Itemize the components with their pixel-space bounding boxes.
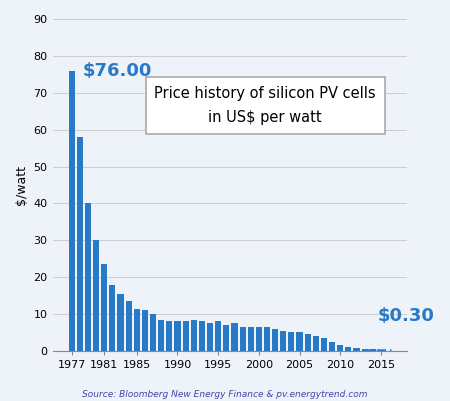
Bar [370, 349, 376, 351]
Bar [256, 327, 262, 351]
Bar [215, 322, 221, 351]
Bar [264, 327, 270, 351]
Bar [93, 240, 99, 351]
Bar [77, 137, 83, 351]
Y-axis label: $/watt: $/watt [15, 165, 28, 205]
Bar [117, 294, 124, 351]
Bar [362, 349, 368, 351]
Text: Source: Bloomberg New Energy Finance & pv.energytrend.com: Source: Bloomberg New Energy Finance & p… [82, 390, 368, 399]
Bar [248, 327, 254, 351]
Bar [207, 323, 213, 351]
Bar [142, 310, 148, 351]
Bar [134, 308, 140, 351]
Bar [158, 320, 164, 351]
Bar [297, 332, 302, 351]
Bar [337, 345, 343, 351]
Bar [69, 71, 75, 351]
Bar [313, 336, 319, 351]
Bar [101, 264, 107, 351]
Bar [272, 329, 278, 351]
Bar [191, 320, 197, 351]
Bar [321, 338, 327, 351]
Bar [288, 332, 294, 351]
Bar [109, 285, 116, 351]
Bar [231, 323, 238, 351]
Bar [85, 203, 91, 351]
Bar [150, 314, 156, 351]
Bar [353, 348, 360, 351]
Bar [239, 327, 246, 351]
Bar [199, 322, 205, 351]
Text: Price history of silicon PV cells
in US$ per watt: Price history of silicon PV cells in US$… [154, 85, 376, 125]
Bar [378, 350, 384, 351]
Text: $76.00: $76.00 [82, 62, 152, 80]
Bar [280, 331, 286, 351]
Bar [166, 322, 172, 351]
Bar [126, 301, 132, 351]
Bar [329, 342, 335, 351]
Bar [345, 347, 351, 351]
Text: $0.30: $0.30 [378, 307, 435, 325]
Bar [223, 325, 230, 351]
Bar [183, 322, 189, 351]
Bar [175, 322, 180, 351]
Bar [305, 334, 311, 351]
